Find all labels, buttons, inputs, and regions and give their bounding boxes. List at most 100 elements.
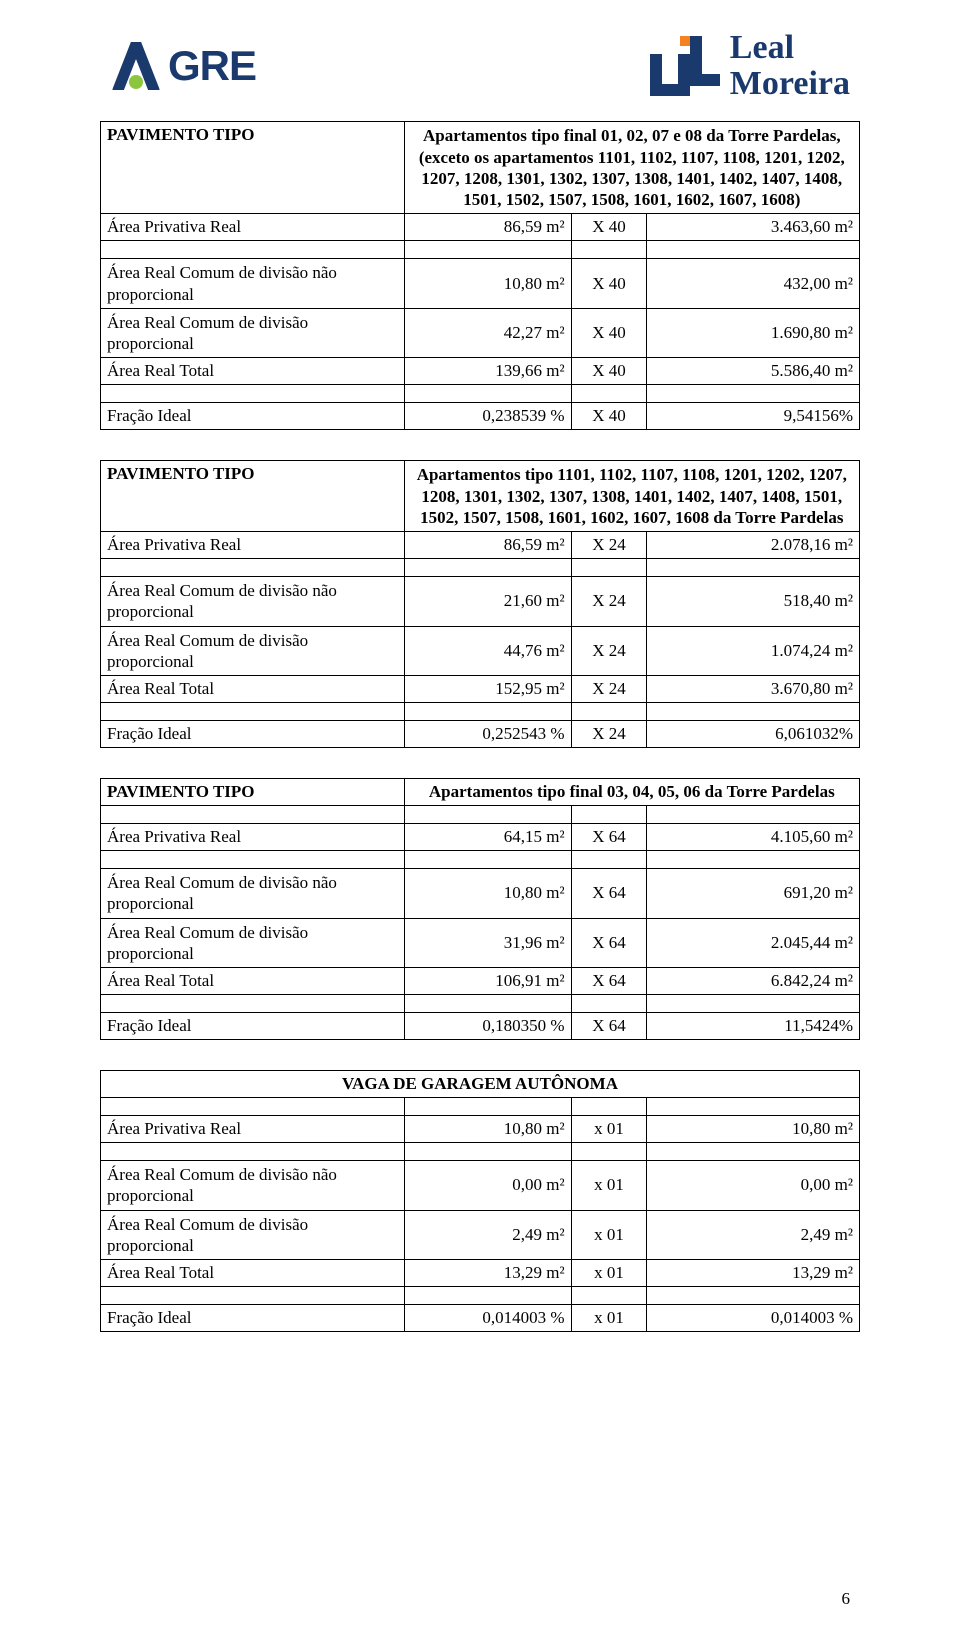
- label-fracao-ideal: Fração Ideal: [101, 721, 405, 748]
- cell-s3-p-mult: X 64: [571, 918, 647, 968]
- cell-s1-f-mult: X 40: [571, 403, 647, 430]
- table-section-2: PAVIMENTO TIPO Apartamentos tipo 1101, 1…: [100, 460, 860, 748]
- cell-s3-np-unit: 10,80 m²: [404, 869, 571, 919]
- cell-s3-p-unit: 31,96 m²: [404, 918, 571, 968]
- cell-s2-p-mult: X 24: [571, 626, 647, 676]
- label-area-comum-prop: Área Real Comum de divisão proporcional: [101, 918, 405, 968]
- page-number: 6: [842, 1589, 851, 1609]
- label-area-privativa: Área Privativa Real: [101, 214, 405, 241]
- cell-s3-t-mult: X 64: [571, 968, 647, 995]
- cell-s1-f-unit: 0,238539 %: [404, 403, 571, 430]
- cell-s3-np-mult: X 64: [571, 869, 647, 919]
- section-4: VAGA DE GARAGEM AUTÔNOMA Área Privativa …: [100, 1070, 860, 1332]
- cell-s3-f-mult: X 64: [571, 1013, 647, 1040]
- cell-s4-f-unit: 0,014003 %: [404, 1305, 571, 1332]
- cell-s3-priv-unit: 64,15 m²: [404, 824, 571, 851]
- cell-s4-p-unit: 2,49 m²: [404, 1210, 571, 1260]
- cell-s1-t-mult: X 40: [571, 358, 647, 385]
- label-area-privativa: Área Privativa Real: [101, 824, 405, 851]
- cell-s1-f-total: 9,54156%: [647, 403, 860, 430]
- cell-s2-f-mult: X 24: [571, 721, 647, 748]
- table-section-4: VAGA DE GARAGEM AUTÔNOMA Área Privativa …: [100, 1070, 860, 1332]
- cell-s3-f-total: 11,5424%: [647, 1013, 860, 1040]
- label-area-comum-prop: Área Real Comum de divisão proporcional: [101, 1210, 405, 1260]
- logo-leal-line1: Leal: [730, 30, 850, 66]
- cell-s4-priv-unit: 10,80 m²: [404, 1116, 571, 1143]
- section-3: PAVIMENTO TIPO Apartamentos tipo final 0…: [100, 778, 860, 1040]
- label-pavimento-tipo: PAVIMENTO TIPO: [101, 779, 405, 806]
- cell-s4-np-total: 0,00 m²: [647, 1161, 860, 1211]
- cell-s1-np-unit: 10,80 m²: [404, 259, 571, 309]
- cell-s1-priv-total: 3.463,60 m²: [647, 214, 860, 241]
- label-area-comum-nao-prop: Área Real Comum de divisão não proporcio…: [101, 259, 405, 309]
- logo-leal-text: Leal Moreira: [730, 30, 850, 101]
- header-logos: GRE Leal Moreira: [100, 30, 860, 101]
- cell-s2-f-unit: 0,252543 %: [404, 721, 571, 748]
- cell-s4-p-total: 2,49 m²: [647, 1210, 860, 1260]
- cell-s4-priv-mult: x 01: [571, 1116, 647, 1143]
- cell-s2-priv-mult: X 24: [571, 532, 647, 559]
- logo-leal-line2: Moreira: [730, 66, 850, 102]
- cell-s2-f-total: 6,061032%: [647, 721, 860, 748]
- label-pavimento-tipo: PAVIMENTO TIPO: [101, 122, 405, 214]
- vaga-garagem-title: VAGA DE GARAGEM AUTÔNOMA: [101, 1071, 860, 1098]
- label-area-comum-nao-prop: Área Real Comum de divisão não proporcio…: [101, 577, 405, 627]
- label-area-privativa: Área Privativa Real: [101, 1116, 405, 1143]
- cell-s2-priv-unit: 86,59 m²: [404, 532, 571, 559]
- cell-s4-np-mult: x 01: [571, 1161, 647, 1211]
- section-1: PAVIMENTO TIPO Apartamentos tipo final 0…: [100, 121, 860, 430]
- cell-s4-p-mult: x 01: [571, 1210, 647, 1260]
- cell-s2-np-mult: X 24: [571, 577, 647, 627]
- cell-s1-priv-mult: X 40: [571, 214, 647, 241]
- cell-s2-t-mult: X 24: [571, 676, 647, 703]
- cell-s3-f-unit: 0,180350 %: [404, 1013, 571, 1040]
- label-pavimento-tipo: PAVIMENTO TIPO: [101, 461, 405, 532]
- label-area-comum-nao-prop: Área Real Comum de divisão não proporcio…: [101, 1161, 405, 1211]
- cell-s2-t-total: 3.670,80 m²: [647, 676, 860, 703]
- label-area-comum-prop: Área Real Comum de divisão proporcional: [101, 626, 405, 676]
- table-section-3: PAVIMENTO TIPO Apartamentos tipo final 0…: [100, 778, 860, 1040]
- cell-s3-p-total: 2.045,44 m²: [647, 918, 860, 968]
- cell-s4-t-mult: x 01: [571, 1260, 647, 1287]
- cell-s2-p-unit: 44,76 m²: [404, 626, 571, 676]
- label-area-total: Área Real Total: [101, 968, 405, 995]
- logo-leal: Leal Moreira: [650, 30, 850, 101]
- cell-s1-p-mult: X 40: [571, 308, 647, 358]
- cell-s2-priv-total: 2.078,16 m²: [647, 532, 860, 559]
- cell-s1-t-total: 5.586,40 m²: [647, 358, 860, 385]
- label-area-total: Área Real Total: [101, 676, 405, 703]
- label-fracao-ideal: Fração Ideal: [101, 1013, 405, 1040]
- cell-s1-p-total: 1.690,80 m²: [647, 308, 860, 358]
- cell-s1-priv-unit: 86,59 m²: [404, 214, 571, 241]
- section2-title: Apartamentos tipo 1101, 1102, 1107, 1108…: [404, 461, 859, 532]
- label-area-comum-nao-prop: Área Real Comum de divisão não proporcio…: [101, 869, 405, 919]
- section1-title: Apartamentos tipo final 01, 02, 07 e 08 …: [404, 122, 859, 214]
- label-area-total: Área Real Total: [101, 358, 405, 385]
- cell-s2-t-unit: 152,95 m²: [404, 676, 571, 703]
- label-area-privativa: Área Privativa Real: [101, 532, 405, 559]
- cell-s3-priv-mult: X 64: [571, 824, 647, 851]
- agre-mark-icon: [110, 42, 162, 90]
- label-area-total: Área Real Total: [101, 1260, 405, 1287]
- cell-s2-np-total: 518,40 m²: [647, 577, 860, 627]
- cell-s2-np-unit: 21,60 m²: [404, 577, 571, 627]
- cell-s3-np-total: 691,20 m²: [647, 869, 860, 919]
- label-fracao-ideal: Fração Ideal: [101, 403, 405, 430]
- cell-s3-t-total: 6.842,24 m²: [647, 968, 860, 995]
- cell-s1-t-unit: 139,66 m²: [404, 358, 571, 385]
- section-2: PAVIMENTO TIPO Apartamentos tipo 1101, 1…: [100, 460, 860, 748]
- cell-s4-t-unit: 13,29 m²: [404, 1260, 571, 1287]
- leal-mark-icon: [650, 36, 720, 96]
- cell-s4-t-total: 13,29 m²: [647, 1260, 860, 1287]
- cell-s4-f-total: 0,014003 %: [647, 1305, 860, 1332]
- label-fracao-ideal: Fração Ideal: [101, 1305, 405, 1332]
- cell-s1-np-mult: X 40: [571, 259, 647, 309]
- table-section-1: PAVIMENTO TIPO Apartamentos tipo final 0…: [100, 121, 860, 430]
- label-area-comum-prop: Área Real Comum de divisão proporcional: [101, 308, 405, 358]
- cell-s4-np-unit: 0,00 m²: [404, 1161, 571, 1211]
- section3-title: Apartamentos tipo final 03, 04, 05, 06 d…: [404, 779, 859, 806]
- cell-s3-priv-total: 4.105,60 m²: [647, 824, 860, 851]
- cell-s4-priv-total: 10,80 m²: [647, 1116, 860, 1143]
- cell-s4-f-mult: x 01: [571, 1305, 647, 1332]
- cell-s1-p-unit: 42,27 m²: [404, 308, 571, 358]
